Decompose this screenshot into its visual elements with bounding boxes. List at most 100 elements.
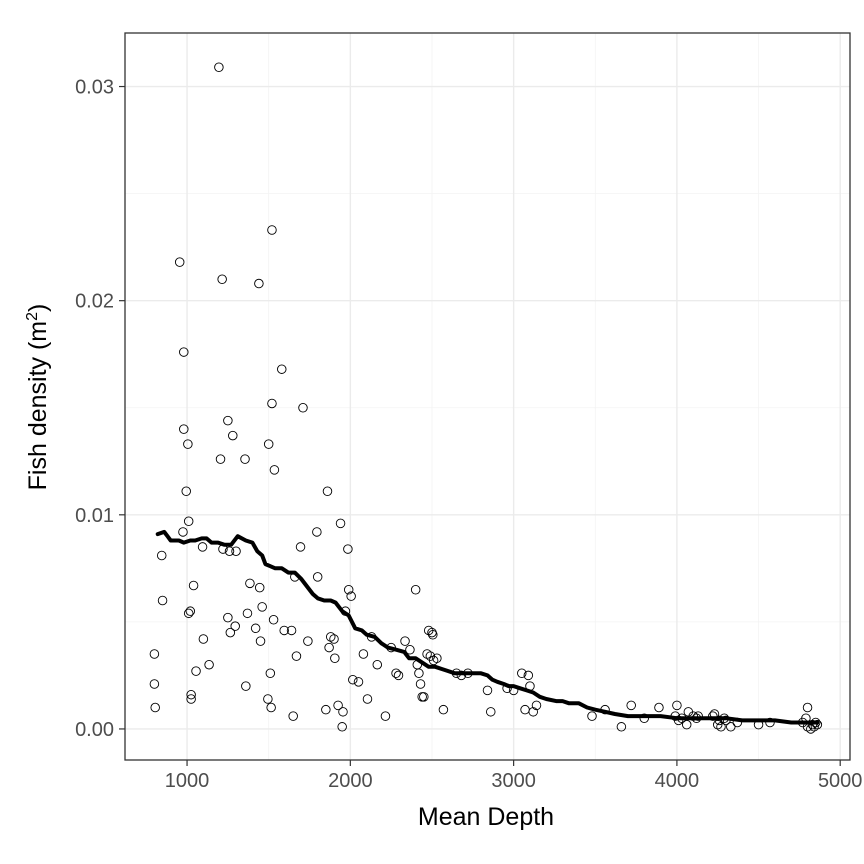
- data-point: [333, 700, 343, 711]
- data-point: [242, 608, 253, 619]
- data-point: [380, 711, 391, 721]
- data-point: [343, 544, 353, 554]
- data-point: [802, 702, 813, 713]
- data-point: [463, 668, 473, 679]
- data-point: [362, 694, 373, 704]
- data-point: [269, 465, 280, 475]
- data-point: [528, 707, 538, 717]
- data-point: [267, 398, 277, 409]
- data-point: [709, 709, 720, 719]
- trend-line-layer: [155, 529, 820, 725]
- data-point: [198, 634, 209, 644]
- y-axis-title-close: ): [24, 304, 52, 312]
- data-point: [716, 722, 726, 732]
- data-point: [353, 677, 364, 687]
- data-point: [807, 719, 818, 730]
- data-point: [321, 704, 331, 715]
- data-point: [346, 591, 356, 601]
- data-point: [183, 439, 193, 449]
- data-point: [337, 722, 347, 732]
- data-point: [673, 715, 684, 726]
- data-point: [525, 681, 535, 691]
- data-point: [677, 713, 687, 723]
- data-point: [639, 713, 650, 723]
- data-point: [215, 454, 226, 464]
- data-point: [230, 621, 240, 631]
- data-point: [223, 415, 233, 426]
- data-point: [438, 704, 449, 715]
- y-tick-label: 0.03: [75, 77, 114, 99]
- data-point: [149, 649, 160, 659]
- data-point: [157, 595, 168, 606]
- data-point: [587, 711, 597, 721]
- data-point: [482, 685, 493, 696]
- data-point: [291, 651, 302, 661]
- data-point: [335, 518, 346, 529]
- data-point: [265, 668, 276, 679]
- data-point: [428, 629, 438, 640]
- data-point: [806, 724, 816, 734]
- data-point: [254, 278, 264, 289]
- data-point: [179, 347, 189, 357]
- data-point: [600, 704, 610, 715]
- data-point: [681, 719, 692, 730]
- axis-ticks: 1000 2000 3000 4000 5000 0.00 0.01 0.02 0.03: [75, 77, 862, 792]
- data-point: [400, 636, 410, 646]
- data-point: [688, 711, 698, 721]
- data-point: [386, 642, 396, 653]
- data-point: [812, 719, 823, 730]
- data-point: [277, 364, 287, 374]
- data-point: [410, 585, 421, 595]
- data-point: [223, 612, 233, 623]
- y-axis-title-main: Fish density (m: [24, 321, 52, 490]
- data-point: [298, 402, 308, 413]
- data-point: [329, 634, 339, 644]
- data-point: [324, 642, 334, 653]
- data-point: [279, 625, 289, 636]
- trend-line: [155, 529, 820, 725]
- y-tick-label: 0.02: [75, 291, 114, 313]
- data-point: [693, 711, 703, 721]
- data-point: [231, 546, 241, 556]
- data-point: [250, 623, 261, 634]
- data-point: [197, 542, 208, 552]
- data-point: [626, 700, 636, 711]
- data-point: [295, 542, 306, 552]
- data-point: [263, 439, 274, 449]
- data-point: [691, 713, 702, 723]
- data-point: [218, 544, 228, 554]
- data-point: [225, 627, 236, 638]
- data-points: [149, 62, 823, 734]
- data-point: [721, 715, 731, 726]
- data-point: [338, 707, 348, 717]
- data-point: [486, 707, 496, 717]
- data-point: [174, 257, 185, 267]
- data-point: [185, 606, 196, 616]
- x-tick-label: 2000: [328, 770, 373, 792]
- data-point: [268, 614, 279, 625]
- data-point: [432, 653, 442, 664]
- data-point: [672, 700, 682, 711]
- data-point: [254, 582, 265, 593]
- data-point: [228, 430, 238, 441]
- data-point: [654, 702, 664, 713]
- data-point: [809, 722, 819, 732]
- data-point: [186, 689, 196, 700]
- data-point: [263, 694, 273, 704]
- y-axis-title: Fish density (m2): [24, 304, 52, 491]
- data-point: [325, 632, 336, 642]
- data-point: [372, 659, 383, 670]
- data-point: [393, 670, 404, 681]
- data-point: [257, 602, 267, 612]
- data-point: [267, 225, 277, 235]
- data-point: [286, 625, 297, 636]
- data-point: [241, 681, 251, 691]
- x-tick-label: 1000: [165, 770, 210, 792]
- data-point: [255, 636, 266, 646]
- data-point: [428, 655, 439, 666]
- data-point: [240, 454, 250, 464]
- data-point: [523, 670, 534, 681]
- data-point: [358, 649, 369, 659]
- data-point: [290, 572, 300, 582]
- data-point: [419, 692, 429, 702]
